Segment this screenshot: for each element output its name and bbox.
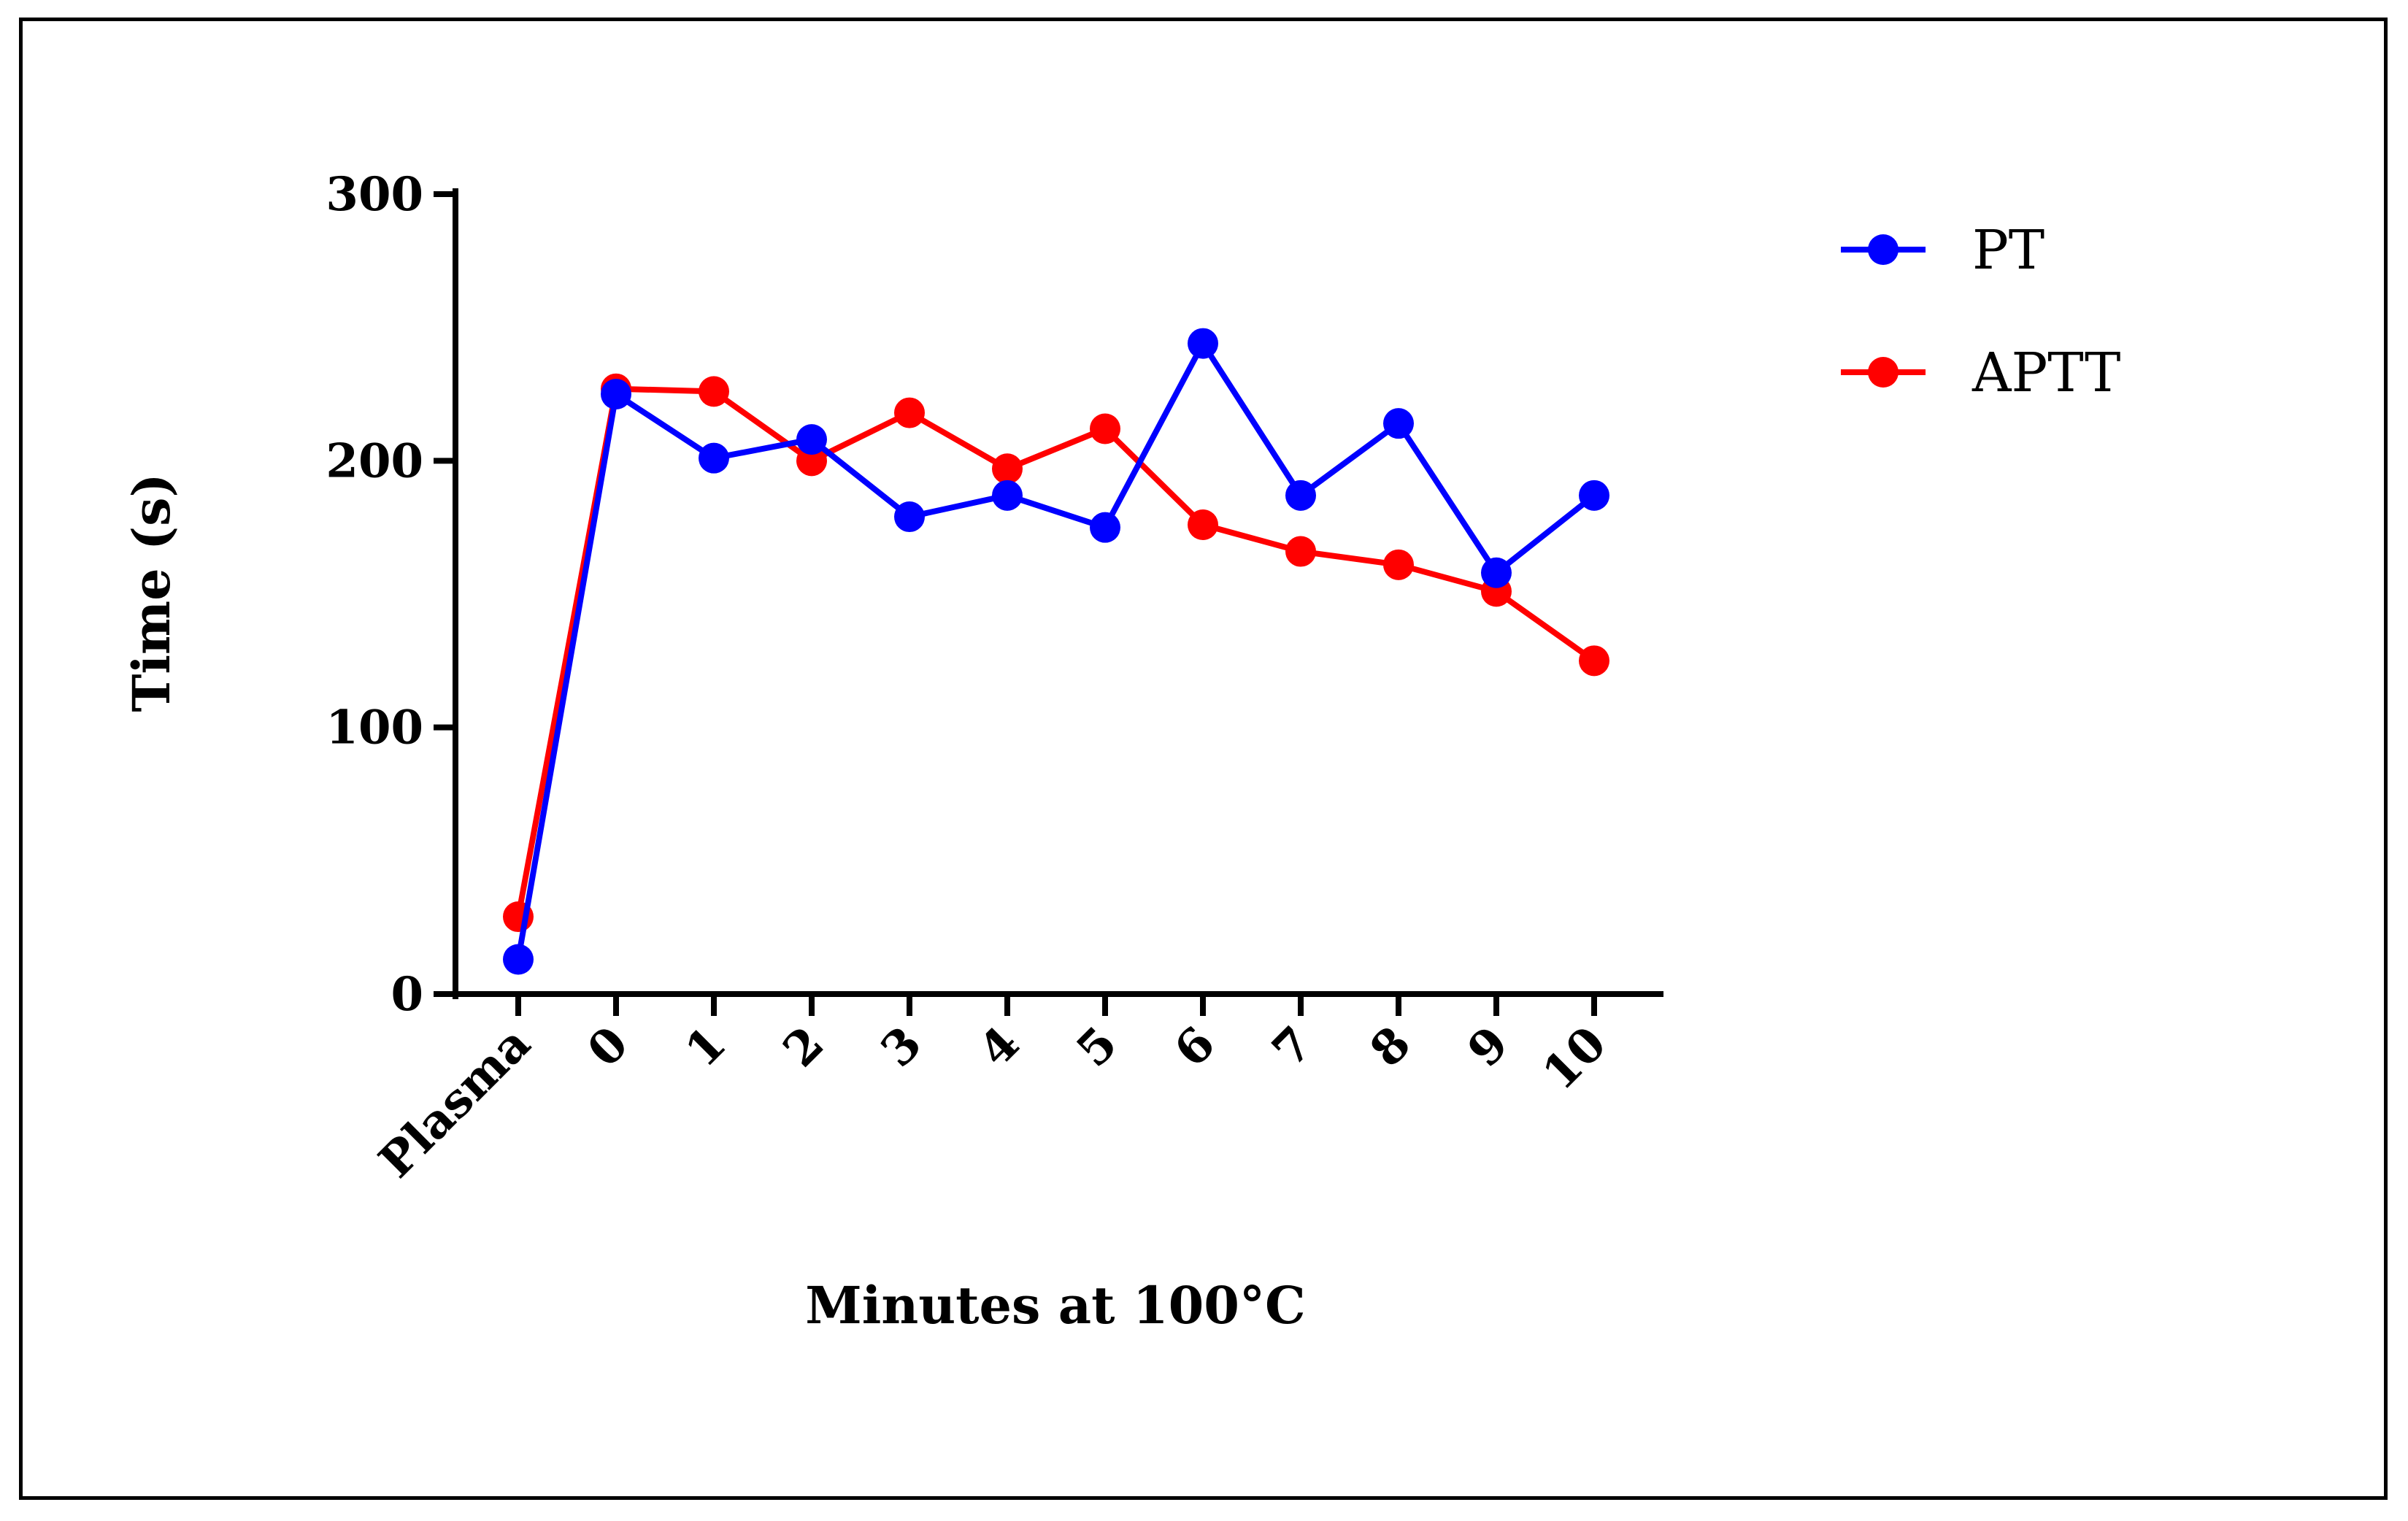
data-point-aptt: [894, 397, 925, 428]
x-tick-label: 4: [969, 1016, 1031, 1078]
chart-frame: [19, 18, 2388, 1500]
x-tick-label: 2: [773, 1016, 835, 1078]
y-tick-label: 0: [391, 967, 423, 1022]
series-line-pt: [515, 340, 1596, 960]
y-tick-label: 300: [326, 167, 423, 222]
data-point-aptt: [992, 453, 1023, 485]
x-tick-label: 3: [871, 1016, 933, 1078]
x-tick-label: 9: [1458, 1016, 1520, 1078]
data-point-pt: [894, 501, 925, 533]
y-tick-label: 100: [326, 701, 423, 755]
data-point-aptt: [1579, 645, 1609, 677]
data-point-pt: [1481, 557, 1512, 588]
y-axis-title: Time (s): [121, 473, 182, 712]
series-aptt: [503, 373, 1609, 933]
y-axis-ticks: 0 100 200 300: [326, 167, 455, 1022]
legend-item-aptt: APTT: [1841, 342, 2120, 404]
x-tick-label: 10: [1532, 1016, 1617, 1101]
x-tick-label: 6: [1164, 1016, 1226, 1078]
x-tick-label: 8: [1360, 1016, 1422, 1078]
y-tick-label: 200: [326, 434, 423, 488]
x-tick-label: 0: [577, 1016, 639, 1078]
legend-marker-pt: [1868, 234, 1899, 265]
x-tick-label: 5: [1066, 1016, 1128, 1078]
series-pt: [503, 328, 1609, 975]
x-tick-label: 7: [1262, 1016, 1324, 1078]
legend-label-pt: PT: [1972, 219, 2045, 282]
data-point-aptt: [1383, 549, 1414, 580]
x-axis-title: Minutes at 100°C: [805, 1275, 1305, 1336]
x-tick-label: 1: [675, 1016, 737, 1078]
legend-label-aptt: APTT: [1972, 342, 2120, 404]
data-point-pt: [503, 944, 534, 975]
data-point-aptt: [699, 376, 729, 407]
data-series: [503, 328, 1609, 975]
data-point-aptt: [796, 445, 827, 477]
data-point-aptt: [1090, 413, 1120, 444]
data-point-pt: [699, 442, 729, 474]
legend: PT APTT: [1841, 219, 2120, 404]
legend-marker-aptt: [1868, 357, 1899, 388]
data-point-pt: [1188, 328, 1218, 359]
axes: [450, 188, 1663, 999]
data-point-pt: [1579, 480, 1609, 511]
data-point-pt: [1090, 512, 1120, 543]
data-point-pt: [992, 480, 1023, 511]
data-point-aptt: [1285, 536, 1316, 567]
x-axis-ticks: Plasma 0 1 2 3 4 5 6 7 8 9 10: [369, 994, 1617, 1189]
data-point-pt: [1383, 408, 1414, 439]
legend-item-pt: PT: [1841, 219, 2045, 282]
data-point-pt: [1285, 480, 1316, 511]
x-tick-label: Plasma: [369, 1016, 541, 1188]
data-point-pt: [601, 379, 631, 409]
series-line-aptt: [515, 385, 1596, 917]
data-point-pt: [796, 424, 827, 455]
data-point-aptt: [1188, 509, 1218, 541]
